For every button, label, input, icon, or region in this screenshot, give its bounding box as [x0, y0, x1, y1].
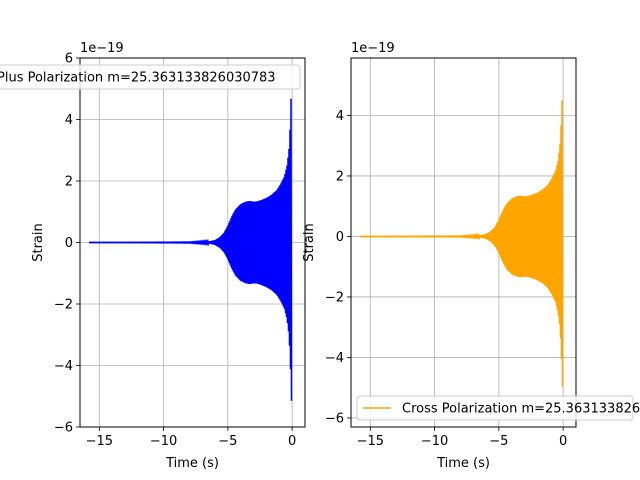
left-y-ticks: −6 −4 −2 0 2 4 6	[54, 52, 80, 436]
y-tick-label: 4	[65, 113, 73, 128]
y-tick-label: 0	[65, 236, 73, 251]
right-axes-frame	[350, 57, 577, 428]
right-plot-data	[360, 100, 564, 387]
right-legend: Cross Polarization m=25.363133826030783	[356, 395, 640, 421]
right-x-axis-label: Time (s)	[436, 456, 490, 471]
series-line	[360, 100, 564, 387]
left-legend: Plus Polarization m=25.363133826030783	[0, 64, 301, 90]
right-y-axis-label: Strain	[302, 223, 317, 262]
right-subplot: −15 −10 −5 0 −6 −4 −2 0 2 4 Time (s) Strain 1e−1…	[302, 41, 640, 471]
y-tick-label: −4	[54, 359, 73, 374]
x-tick-label: −15	[357, 434, 384, 449]
left-legend-box	[0, 64, 301, 90]
y-tick-label: −2	[54, 298, 73, 313]
left-y-axis-label: Strain	[31, 223, 46, 262]
left-legend-label: Plus Polarization m=25.363133826030783	[0, 71, 276, 86]
left-x-axis-label: Time (s)	[165, 456, 219, 471]
x-tick-label: 0	[559, 434, 567, 449]
right-legend-box	[356, 395, 634, 421]
left-x-ticks: −15 −10 −5 0	[86, 427, 296, 449]
y-tick-label: 4	[336, 109, 344, 124]
y-tick-label: 2	[336, 169, 344, 184]
right-x-ticks: −15 −10 −5 0	[357, 427, 567, 449]
left-subplot: −15 −10 −5 0 −6 −4 −2 0 2 4 6 Time (s) Strain 1e−…	[0, 41, 306, 471]
right-legend-label: Cross Polarization m=25.363133826030783	[402, 402, 640, 417]
x-tick-label: −5	[218, 434, 237, 449]
right-y-ticks: −6 −4 −2 0 2 4	[325, 109, 351, 426]
series-line	[89, 98, 293, 401]
x-tick-label: −10	[150, 434, 177, 449]
y-tick-label: 6	[65, 52, 73, 67]
right-y-offset-label: 1e−19	[351, 41, 395, 56]
x-tick-label: 0	[288, 434, 296, 449]
y-tick-label: 0	[336, 230, 344, 245]
y-tick-label: −6	[54, 421, 73, 436]
left-y-offset-label: 1e−19	[80, 41, 124, 56]
x-tick-label: −5	[489, 434, 508, 449]
x-tick-label: −10	[421, 434, 448, 449]
y-tick-label: −6	[325, 411, 344, 426]
y-tick-label: −4	[325, 351, 344, 366]
x-tick-label: −15	[86, 434, 113, 449]
left-plot-data	[89, 98, 293, 401]
y-tick-label: 2	[65, 175, 73, 190]
y-tick-label: −2	[325, 290, 344, 305]
